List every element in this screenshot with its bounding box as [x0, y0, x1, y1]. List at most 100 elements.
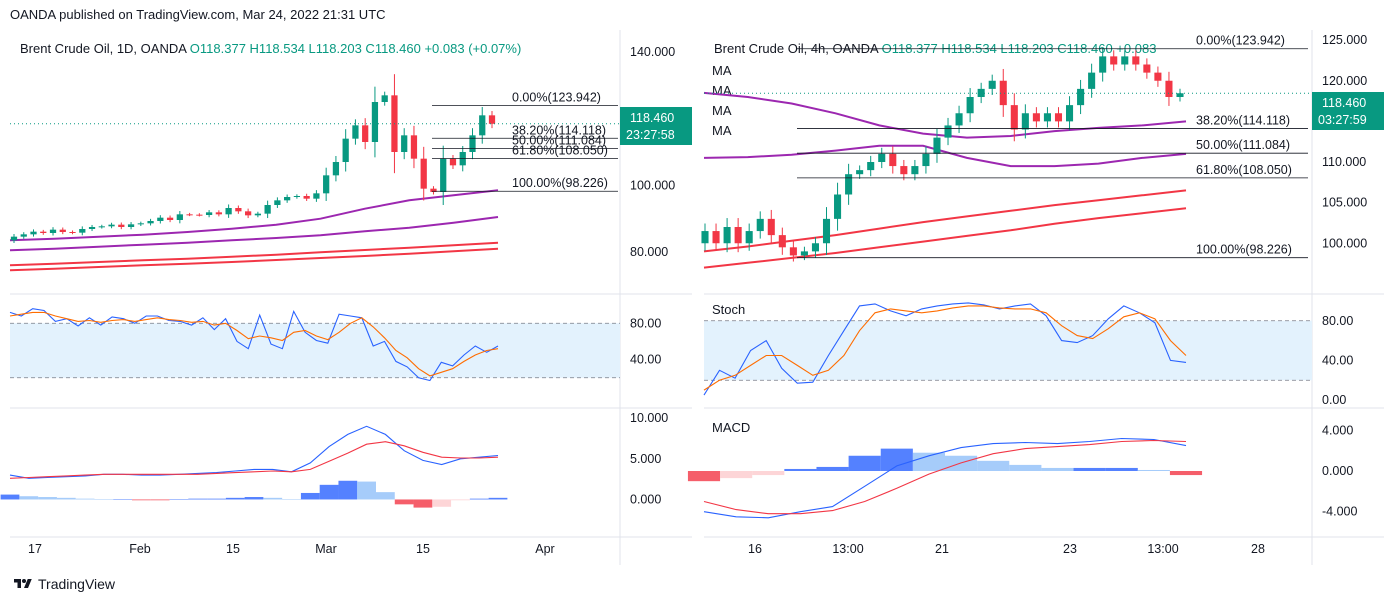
daily-time-tick: Mar	[315, 542, 337, 556]
h4-ma-label: MA	[712, 123, 732, 138]
h4-fib-label: 61.80%(108.050)	[1196, 163, 1292, 177]
h4-candle	[789, 247, 797, 256]
h4-candle	[889, 153, 897, 167]
daily-candle	[313, 193, 320, 199]
daily-candle	[137, 223, 144, 225]
h4-price-tick: 125.000	[1322, 33, 1367, 47]
daily-macd-hist-bar	[376, 492, 395, 500]
h4-candle	[723, 227, 731, 244]
daily-candle	[469, 135, 476, 152]
daily-macd-hist-bar	[244, 497, 264, 500]
h4-price-tick: 100.000	[1322, 236, 1367, 250]
h4-ma-label: MA	[712, 103, 732, 118]
h4-macd-hist-bar	[1009, 464, 1042, 471]
footer-brand: TradingView	[38, 576, 116, 592]
daily-candle	[274, 200, 281, 205]
daily-macd-hist-bar	[413, 499, 433, 508]
h4-macd-hist-bar	[1169, 471, 1203, 476]
daily-macd-hist-bar	[0, 494, 20, 500]
daily-macd-hist-bar	[94, 499, 114, 500]
h4-price-tick: 110.000	[1322, 155, 1366, 169]
daily-candle	[440, 158, 447, 192]
daily-stoch-tick: 80.00	[630, 316, 661, 330]
daily-candle	[49, 229, 57, 233]
daily-fib-label: 38.20%(114.118)	[512, 123, 606, 137]
h4-candle	[900, 166, 908, 175]
daily-candle	[69, 232, 76, 233]
daily-macd-tick: 0.000	[630, 492, 661, 506]
h4-stoch-label: Stoch	[712, 302, 745, 317]
h4-price-badge	[1312, 92, 1384, 130]
h4-macd-tick: 0.000	[1322, 464, 1353, 478]
h4-candle	[878, 153, 886, 162]
h4-price-tick: 120.000	[1322, 74, 1367, 88]
h4-candle	[867, 162, 875, 171]
daily-candle	[362, 125, 369, 142]
daily-ma-line	[9, 247, 499, 272]
daily-candle	[381, 95, 388, 102]
daily-macd-tick: 5.000	[630, 452, 661, 466]
daily-candle	[303, 196, 310, 199]
daily-candle	[215, 212, 222, 215]
charts-canvas[interactable]: Brent Crude Oil, 1D, OANDA O118.377 H118…	[0, 0, 1400, 570]
h4-candle	[1066, 105, 1074, 122]
h4-stoch-k-line	[703, 302, 1187, 396]
h4-macd-hist-bar	[720, 471, 753, 479]
daily-candle	[205, 212, 213, 215]
h4-macd-hist-bar	[816, 466, 849, 471]
h4-time-tick: 13:00	[1147, 542, 1178, 556]
h4-candle	[922, 153, 930, 167]
daily-candle	[254, 213, 261, 216]
daily-ma-line	[9, 189, 499, 242]
h4-candle	[999, 80, 1007, 106]
h4-macd-hist-bar	[1137, 469, 1170, 471]
h4-time-tick: 21	[935, 542, 949, 556]
daily-candle	[284, 197, 291, 201]
daily-candle	[108, 224, 115, 227]
daily-price-badge	[620, 107, 692, 145]
h4-macd-tick: 4.000	[1322, 423, 1353, 437]
h4-price-badge-countdown: 03:27:59	[1318, 113, 1367, 127]
daily-macd-hist-bar	[357, 481, 376, 500]
daily-stoch-d-line	[9, 311, 499, 377]
h4-candle	[856, 170, 864, 175]
daily-stoch-tick: 40.00	[630, 353, 661, 367]
daily-price-tick: 80.000	[630, 245, 668, 259]
daily-candle	[166, 217, 174, 220]
daily-macd-hist-bar	[469, 498, 489, 500]
daily-macd-hist-bar	[56, 497, 76, 500]
daily-macd-hist-bar	[225, 497, 245, 500]
daily-macd-hist-bar	[263, 497, 283, 500]
daily-price-badge-countdown: 23:27:58	[626, 128, 675, 142]
h4-candle	[1010, 105, 1018, 130]
h4-candle	[1132, 56, 1140, 65]
daily-candle	[293, 196, 301, 197]
daily-candle	[332, 162, 340, 176]
h4-ma-line	[703, 207, 1187, 269]
h4-stoch-d-line	[703, 305, 1187, 391]
daily-macd-hist-bar	[207, 498, 226, 500]
daily-candle	[88, 227, 96, 229]
daily-candle	[225, 208, 232, 215]
daily-macd-hist-bar	[132, 499, 151, 501]
daily-macd-hist-bar	[19, 496, 39, 500]
h4-candle	[1121, 56, 1129, 65]
h4-time-tick: 23	[1063, 542, 1077, 556]
daily-macd-hist-bar	[38, 497, 57, 500]
daily-candle	[196, 214, 203, 216]
daily-ohlc-values: O118.377 H118.534 L118.203 C118.460 +0.0…	[186, 41, 521, 56]
h4-candle	[745, 231, 753, 244]
daily-candle	[479, 115, 486, 136]
daily-ma-line	[9, 241, 499, 267]
daily-stoch-band	[10, 323, 620, 378]
daily-time-tick: Apr	[535, 542, 554, 556]
daily-macd-hist-bar	[300, 492, 320, 500]
h4-macd-hist-bar	[1105, 467, 1138, 471]
h4-ma-line	[703, 144, 1187, 168]
h4-candle	[988, 80, 996, 89]
h4-stoch-tick: 40.00	[1322, 353, 1353, 367]
daily-chart-title: Brent Crude Oil, 1D, OANDA O118.377 H118…	[20, 41, 521, 56]
daily-fib-label: 50.00%(111.084)	[512, 133, 606, 147]
h4-candle	[1143, 64, 1151, 73]
